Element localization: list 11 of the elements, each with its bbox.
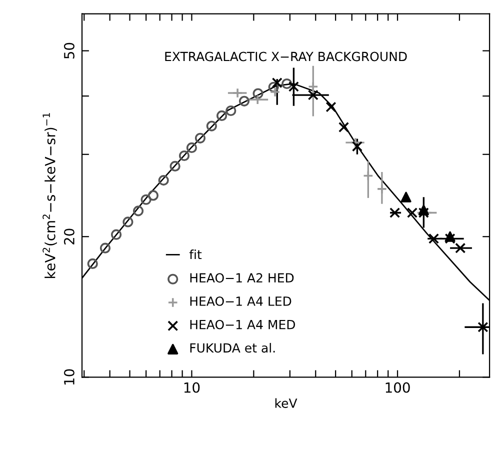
y-axis-title: keV$^{2}$(cm$^{2}$−s−keV−sr)$^{−1}$ [42,113,57,278]
x-tick-label: 100 [386,382,410,393]
x-axis-title: keV [275,398,298,408]
y-tick-label: 20 [64,228,74,244]
legend-label: HEAO−1 A4 LED [190,296,292,306]
legend-label: fit [189,250,202,260]
legend-label: HEAO−1 A4 MED [190,320,296,330]
text: EXTRAGALACTIC X−RAY BACKGROUND [165,52,407,62]
legend-label: HEAO−1 A2 HED [190,273,294,283]
y-tick-label: 50 [64,42,74,59]
legend-label: FUKUDA et al. [190,342,275,353]
